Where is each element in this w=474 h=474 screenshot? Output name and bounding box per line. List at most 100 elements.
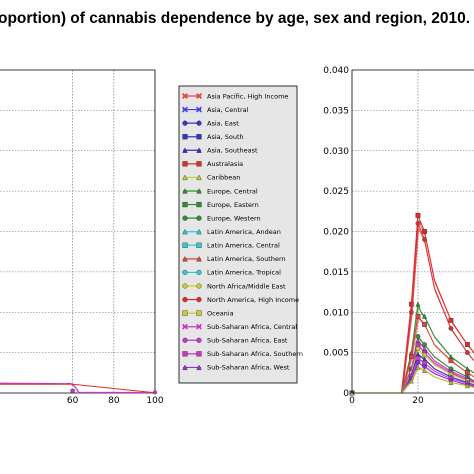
right-series-marker	[415, 346, 421, 351]
legend-entry-label: Asia, East	[207, 119, 239, 127]
legend-entry-marker	[196, 161, 202, 167]
legend-entry-marker	[182, 323, 188, 330]
left-series-marker	[152, 390, 157, 395]
legend-entry-marker	[182, 188, 188, 194]
right-y-tick-label: 0.015	[323, 268, 349, 278]
right-series-marker	[415, 221, 421, 226]
legend-entry-label: Caribbean	[207, 174, 240, 182]
right-series-marker	[448, 358, 454, 364]
right-series-marker	[448, 317, 454, 323]
legend-entry-marker	[196, 364, 202, 371]
legend-entry-marker	[182, 215, 188, 221]
left-x-tick-label: 60	[67, 396, 79, 406]
legend-entry-marker	[182, 174, 188, 181]
legend-entry-marker	[182, 147, 188, 153]
legend-entry-label: Sub-Saharan Africa, Southern	[207, 350, 303, 358]
right-series-marker	[464, 383, 470, 389]
right-series-marker	[422, 229, 427, 234]
legend-entry-label: Sub-Saharan Africa, Central	[207, 323, 297, 331]
legend-entry-marker	[196, 283, 202, 289]
chart-title: oportion) of cannabis dependence by age,…	[0, 6, 474, 30]
legend-entry-marker	[182, 134, 188, 140]
right-series-marker	[408, 309, 414, 315]
legend-entry-marker	[182, 106, 188, 113]
legend-entry-marker	[196, 269, 202, 276]
legend-entry-marker	[196, 134, 202, 140]
legend-entry-marker	[182, 161, 188, 167]
legend-entry-marker	[196, 228, 202, 235]
right-y-tick-label: 0.030	[323, 147, 349, 157]
legend-entry-marker	[196, 120, 202, 126]
legend-entry-marker	[182, 93, 188, 99]
right-series-marker	[408, 378, 414, 384]
left-axes-frame	[0, 69, 156, 394]
legend-entry-marker	[196, 174, 202, 181]
legend-entry-marker	[196, 256, 202, 262]
right-series-marker	[415, 212, 421, 218]
right-axes-frame	[351, 69, 474, 394]
right-y-tick-label: 0.025	[323, 187, 349, 197]
legend-entry-marker	[196, 296, 202, 303]
legend-entry-marker	[196, 215, 202, 221]
right-series-marker	[415, 313, 421, 319]
legend-entry-label: Australasia	[207, 160, 243, 168]
legend-entry-marker	[196, 323, 202, 330]
right-series-marker	[448, 325, 454, 331]
legend-entry-label: Sub-Saharan Africa, East	[207, 337, 288, 345]
legend-entry-label: Europe, Eastern	[207, 201, 259, 209]
legend-entry-marker	[182, 120, 188, 126]
legend-entry-label: Sub-Saharan Africa, West	[207, 364, 290, 372]
legend-entry-marker	[196, 201, 202, 208]
legend-entry-marker	[196, 106, 202, 113]
right-series-marker	[422, 321, 427, 327]
right-series-marker	[415, 364, 421, 370]
legend-entry-marker	[182, 364, 188, 371]
right-y-tick-label: 0	[343, 389, 349, 399]
legend-entry-marker	[196, 310, 202, 316]
right-series-marker	[415, 355, 421, 361]
legend-entry-marker	[196, 242, 202, 248]
legend-entry-marker	[196, 188, 202, 194]
legend-entry-label: Latin America, Central	[207, 242, 280, 250]
right-y-tick-label: 0.035	[323, 106, 349, 116]
right-series-marker	[415, 359, 421, 365]
right-series-marker	[465, 350, 470, 356]
left-series-line	[0, 383, 156, 394]
legend-entry-marker	[196, 147, 202, 153]
right-series-marker	[448, 379, 454, 385]
legend: Asia Pacific, High Income Asia, Central As…	[178, 85, 303, 384]
right-series-marker	[465, 342, 470, 347]
legend-entry-marker	[182, 283, 188, 289]
left-plot-panel: 60 80 100	[0, 69, 164, 406]
legend-entry-label: Asia, South	[207, 133, 244, 141]
legend-entry-marker	[182, 228, 188, 235]
right-series-marker	[415, 301, 421, 307]
legend-entry-label: Europe, Central	[207, 187, 258, 195]
right-x-tick-label: 20	[412, 396, 424, 406]
legend-entry-label: Latin America, Andean	[207, 228, 281, 236]
chart-title-text: oportion) of cannabis dependence by age,…	[0, 10, 471, 27]
legend-entry-marker	[182, 242, 188, 248]
legend-entry-label: Asia, Southeast	[207, 147, 258, 155]
right-series-marker	[415, 342, 421, 347]
left-x-tick-label: 100	[146, 396, 163, 406]
legend-entry-label: Asia Pacific, High Income	[207, 92, 288, 100]
legend-entry-marker	[182, 337, 188, 343]
right-series-marker	[465, 370, 470, 376]
legend-entry-marker	[182, 310, 188, 316]
left-x-tick-label: 80	[108, 396, 120, 406]
legend-entry-label: Oceania	[207, 309, 234, 317]
right-series-marker	[408, 354, 414, 360]
left-series-marker	[70, 389, 75, 394]
right-series-marker	[422, 367, 428, 373]
legend-entry-label: North Africa/Middle East	[207, 282, 286, 290]
legend-entry-label: Latin America, Southern	[207, 255, 286, 263]
legend-entry-marker	[182, 201, 188, 208]
right-y-tick-label: 0.020	[323, 228, 349, 238]
right-plot-panel: 0 0.005 0.010 0.015 0.020 0.025 0.030 0.035 0.04…	[323, 66, 474, 406]
right-x-tick-label: 0	[349, 396, 355, 406]
legend-entry-marker	[182, 256, 188, 262]
right-y-tick-label: 0.005	[323, 349, 349, 359]
legend-entry-marker	[182, 296, 188, 303]
